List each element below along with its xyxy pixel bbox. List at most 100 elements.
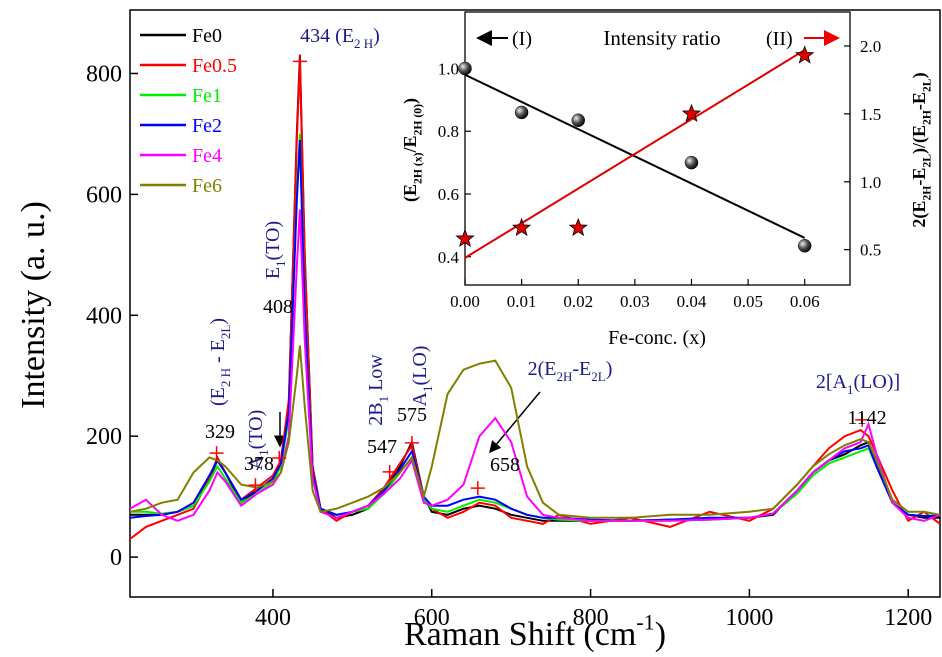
text-part: 2L <box>591 369 606 384</box>
annotation: 547 <box>367 436 397 458</box>
y-tick-label: 600 <box>86 182 122 208</box>
annotation: 575 <box>397 404 427 426</box>
text-part: ) <box>606 358 613 380</box>
text-part: ) <box>373 25 380 47</box>
peak-marker <box>855 412 870 427</box>
text-part: ) <box>909 72 930 78</box>
arrow <box>489 391 541 454</box>
text-part: 2H <box>920 110 933 125</box>
legend-label: Fe4 <box>192 145 222 167</box>
text-part: -E <box>909 92 929 110</box>
text-part: ) <box>655 616 666 653</box>
text-part: 2(E <box>909 201 930 228</box>
axis-marker: (II) <box>766 28 793 50</box>
text-part: 575 <box>397 404 427 426</box>
series-line <box>130 133 941 522</box>
text-part: 2 H <box>354 36 373 51</box>
annotation: A1(TO) <box>245 410 271 471</box>
peak-marker <box>272 450 287 465</box>
text-part: 1 <box>256 449 271 456</box>
inset-x-tick-label: 0.02 <box>563 292 593 311</box>
text-part: -E <box>572 358 591 380</box>
text-part: 2(E <box>528 358 557 380</box>
text-part: E <box>262 267 284 279</box>
inset-y2-tick-label: 1.5 <box>860 105 881 124</box>
annotation: 408 <box>263 296 293 318</box>
text-part: A <box>245 455 267 470</box>
text-part: 658 <box>490 454 520 476</box>
text-part: (TO) <box>245 410 267 450</box>
inset-x-tick-label: 0.04 <box>677 292 707 311</box>
text-part: 2H (x) <box>411 152 424 184</box>
text-part: Raman Shift (cm <box>404 616 636 653</box>
inset-y2-tick-label: 1.0 <box>860 173 881 192</box>
legend-label: Fe0.5 <box>192 55 237 77</box>
series-line <box>129 345 941 519</box>
text-part: 2L <box>218 325 233 340</box>
annotation: 434 (E2 H) <box>300 25 380 51</box>
inset-frame <box>464 11 851 286</box>
text-part: ) <box>400 98 421 104</box>
y-tick-label: 400 <box>86 303 122 329</box>
text-part: (E <box>207 387 229 406</box>
annotation: E1(TO) <box>262 221 288 279</box>
text-part: Low <box>365 354 387 396</box>
annotation: 1142 <box>847 407 886 429</box>
inset-x-tick-label: 0.03 <box>620 292 650 311</box>
plot-frame <box>129 9 941 598</box>
text-part: - E <box>207 339 229 368</box>
annotation: 2[A1(LO)] <box>816 371 900 397</box>
fit-line <box>464 73 806 239</box>
peak-marker <box>209 446 224 461</box>
inset-x-tick-label: 0.01 <box>507 292 537 311</box>
y-tick-label: 0 <box>110 545 122 571</box>
text-part: 1 <box>273 260 288 267</box>
x-tick-label: 800 <box>573 605 609 631</box>
inset-y-tick-label: 0.6 <box>438 185 459 204</box>
inset-y2-tick-label: 2.0 <box>860 37 881 56</box>
inset-y-tick-label: 0.4 <box>438 248 460 267</box>
text-part: ) <box>207 318 229 325</box>
x-tick-label: 600 <box>414 605 450 631</box>
y-axis-title: Intensity (a. u.) <box>15 201 52 409</box>
series-line <box>129 209 941 522</box>
point <box>795 45 815 64</box>
point <box>514 105 529 120</box>
peak-marker <box>292 54 307 69</box>
text-part: 1 <box>847 382 854 397</box>
peak-marker <box>470 481 485 496</box>
x-tick-label: 400 <box>255 605 291 631</box>
text-part: (E <box>400 184 421 202</box>
text-part: (LO)] <box>853 371 900 393</box>
text-part: /E <box>400 135 420 153</box>
annotation: 329 <box>205 421 235 443</box>
text-part: -E <box>909 168 929 186</box>
series-line <box>130 55 940 522</box>
text-part: 1 <box>420 386 435 393</box>
y-tick-label: 800 <box>86 61 122 87</box>
text-part: 408 <box>263 296 293 318</box>
point <box>458 61 472 76</box>
point <box>684 155 699 170</box>
inset-y2-tick-label: 0.5 <box>860 241 881 260</box>
annotation: (E2 H - E2L) <box>207 318 233 406</box>
text-part: 2 H <box>218 368 233 387</box>
legend-label: Fe0 <box>192 25 222 47</box>
annotation: 2B1 Low <box>365 354 391 426</box>
text-part: 1 <box>376 396 391 403</box>
inset-y-title: (E2H (x)/E2H (0)) <box>400 98 424 202</box>
inset-x-title: Fe-conc. (x) <box>608 327 706 349</box>
text-part: 329 <box>205 421 235 443</box>
inset-y-tick-label: 1.0 <box>438 59 459 78</box>
annotation: 378 <box>244 453 274 475</box>
annotation: 2(E2H-E2L) <box>528 358 613 384</box>
text-part: 2H (0) <box>411 104 424 136</box>
legend-label: Fe1 <box>192 85 222 107</box>
point <box>512 217 532 237</box>
annotation: A1(LO) <box>409 346 435 407</box>
inset-x-tick-label: 0.05 <box>733 292 763 311</box>
text-part: (LO) <box>409 346 431 386</box>
text-part: 2L <box>920 154 933 168</box>
